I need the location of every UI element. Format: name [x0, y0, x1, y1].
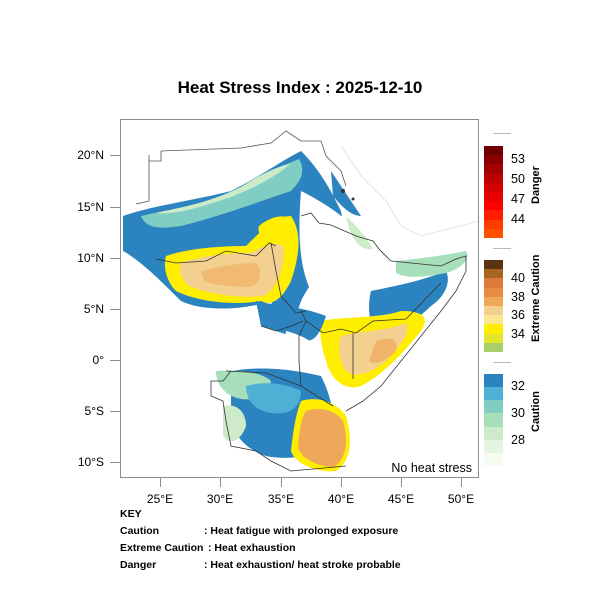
colorbar-swatch [484, 374, 503, 388]
key-name: Danger [120, 559, 157, 571]
x-tick-label: 45°E [387, 492, 415, 506]
colorbar-swatch [484, 452, 503, 466]
colorbar-swatch [484, 260, 503, 270]
legend-tick-label: 30 [511, 406, 525, 420]
legend-tick-label: 44 [511, 212, 525, 226]
colorbar-swatch [484, 278, 503, 288]
no-heat-stress-label: No heat stress [389, 461, 474, 475]
legend-tick-label: 53 [511, 152, 525, 166]
colorbar-swatch [484, 333, 503, 343]
y-tick-mark [110, 207, 120, 208]
legend-separator [493, 248, 511, 249]
x-tick-mark [401, 478, 402, 487]
x-tick-mark [160, 478, 161, 487]
colorbar-swatch [484, 269, 503, 279]
colorbar-swatch [484, 387, 503, 401]
legend-tick-label: 50 [511, 172, 525, 186]
legend-tick-label: 34 [511, 327, 525, 341]
y-tick-label: 0° [92, 353, 104, 367]
colorbar-swatch [484, 324, 503, 334]
legend-title-extreme-caution: Extreme Caution [530, 254, 542, 342]
colorbar-swatch [484, 191, 503, 202]
x-tick-label: 35°E [267, 492, 295, 506]
colorbar-swatch [484, 182, 503, 192]
colorbar-swatch [484, 219, 503, 229]
y-tick-label: 15°N [77, 200, 104, 214]
legend-tick-label: 32 [511, 379, 525, 393]
danger-colorbar [484, 146, 503, 238]
colorbar-swatch [484, 439, 503, 453]
colorbar-swatch [484, 400, 503, 414]
chart-title: Heat Stress Index : 2025-12-10 [177, 78, 423, 97]
y-tick-label: 5°N [83, 302, 104, 316]
colorbar-swatch [484, 164, 503, 174]
key-name: Extreme Caution [120, 542, 204, 554]
caution-colorbar [484, 374, 503, 466]
x-tick-label: 40°E [327, 492, 355, 506]
x-tick-mark [281, 478, 282, 487]
colorbar-swatch [484, 413, 503, 427]
legend-tick-label: 38 [511, 290, 525, 304]
x-tick-mark [220, 478, 221, 487]
y-tick-label: 10°S [77, 455, 104, 469]
colorbar-swatch [484, 228, 503, 238]
key-desc: : Heat fatigue with prolonged exposure [204, 525, 399, 537]
legend-tick-label: 28 [511, 433, 525, 447]
x-tick-label: 30°E [206, 492, 234, 506]
y-tick-label: 20°N [77, 148, 104, 162]
legend-separator [493, 362, 511, 363]
x-tick-label: 50°E [447, 492, 475, 506]
y-tick-mark [110, 462, 120, 463]
colorbar-swatch [484, 146, 503, 156]
legend-tick-label: 36 [511, 308, 525, 322]
key-heading: KEY [120, 508, 142, 520]
colorbar-swatch [484, 342, 503, 352]
legend-title-danger: Danger [530, 166, 542, 204]
colorbar-swatch [484, 305, 503, 316]
colorbar-swatch [484, 210, 503, 220]
y-tick-mark [110, 155, 120, 156]
x-tick-label: 25°E [146, 492, 174, 506]
heat-stress-map [123, 130, 478, 472]
colorbar-swatch [484, 155, 503, 165]
extreme-caution-colorbar [484, 260, 503, 352]
x-tick-mark [341, 478, 342, 487]
key-desc: : Heat exhaustion [208, 542, 296, 554]
y-tick-mark [110, 360, 120, 361]
y-tick-mark [110, 411, 120, 412]
colorbar-swatch [484, 287, 503, 297]
legend-separator [493, 133, 511, 134]
colorbar-swatch [484, 296, 503, 306]
colorbar-swatch [484, 315, 503, 325]
key-name: Caution [120, 525, 160, 537]
y-tick-mark [110, 258, 120, 259]
legend-tick-label: 47 [511, 192, 525, 206]
legend-tick-label: 40 [511, 271, 525, 285]
colorbar-swatch [484, 426, 503, 440]
key-desc: : Heat exhaustion/ heat stroke probable [204, 559, 401, 571]
colorbar-swatch [484, 201, 503, 211]
colorbar-swatch [484, 173, 503, 183]
legend-title-caution: Caution [530, 391, 542, 432]
y-tick-label: 10°N [77, 251, 104, 265]
y-tick-label: 5°S [84, 404, 104, 418]
y-tick-mark [110, 309, 120, 310]
x-tick-mark [461, 478, 462, 487]
map-panel: No heat stress [120, 119, 479, 478]
